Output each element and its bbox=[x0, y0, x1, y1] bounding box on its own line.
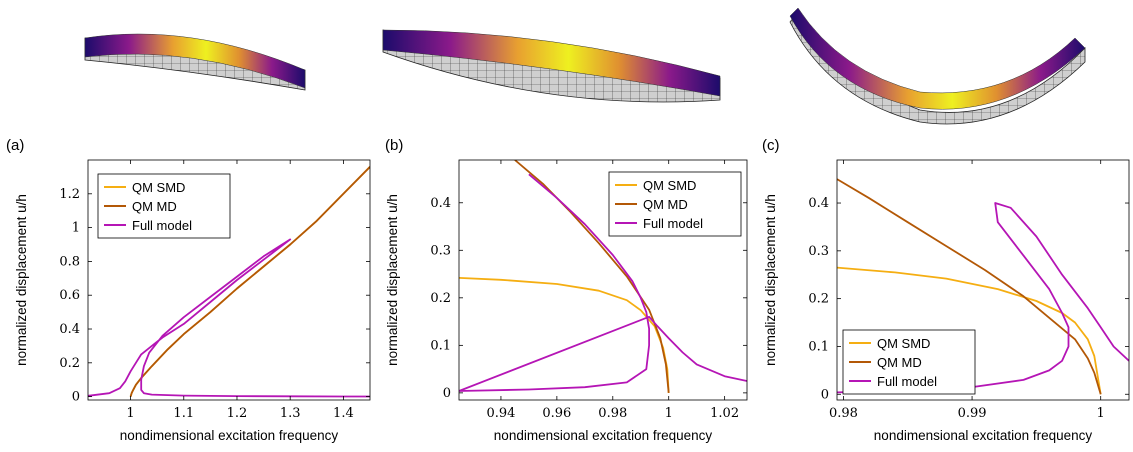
x-tick-label: 1 bbox=[126, 406, 134, 421]
legend-label: Full model bbox=[877, 374, 937, 389]
x-axis-label: nondimensional excitation frequency bbox=[120, 428, 339, 443]
series-line-2 bbox=[837, 178, 1102, 395]
y-tick-label: 0 bbox=[821, 387, 829, 402]
axes-frame bbox=[87, 159, 371, 401]
x-axis-label: nondimensional excitation frequency bbox=[874, 428, 1093, 443]
series-line-3 bbox=[837, 202, 1129, 394]
x-tick-label: 0.96 bbox=[542, 406, 571, 421]
x-tick-label: 1.3 bbox=[280, 406, 301, 421]
series-line-3 bbox=[88, 238, 370, 398]
legend-label: QM MD bbox=[877, 355, 922, 370]
y-tick-label: 0.2 bbox=[808, 292, 829, 307]
y-tick-label: 0.3 bbox=[808, 244, 829, 259]
chart-c: 0.98 0.99 1 0 0.1 0.2 0.3 0.4 nondimensional exc… bbox=[763, 159, 1130, 443]
y-tick-label: 0.4 bbox=[59, 322, 80, 337]
axes-frame bbox=[836, 159, 1130, 401]
y-tick-label: 0.3 bbox=[430, 243, 451, 258]
y-tick-label: 0.6 bbox=[59, 288, 80, 303]
beam-illustrations bbox=[84, 7, 1086, 125]
chart-b: 0.94 0.96 0.98 1 1.02 0 0.1 0.2 0.3 0.4 nondimensi… bbox=[385, 159, 748, 443]
beam-c bbox=[789, 7, 1086, 125]
y-tick-label: 0.4 bbox=[808, 196, 829, 211]
y-tick-label: 0.2 bbox=[430, 291, 451, 306]
legend: QM SMD QM MD Full model bbox=[842, 329, 976, 395]
legend-label: Full model bbox=[643, 216, 703, 231]
legend: QM SMD QM MD Full model bbox=[97, 173, 231, 239]
y-tick-label: 1.2 bbox=[59, 187, 80, 202]
x-tick-label: 1.4 bbox=[333, 406, 354, 421]
beam-b bbox=[382, 29, 721, 103]
axes-frame bbox=[458, 159, 748, 401]
x-tick-label: 1.02 bbox=[710, 406, 739, 421]
x-tick-label: 1.1 bbox=[173, 406, 194, 421]
x-tick-label: 0.98 bbox=[829, 406, 858, 421]
series-line-1 bbox=[837, 266, 1102, 395]
x-axis-label: nondimensional excitation frequency bbox=[494, 428, 713, 443]
y-tick-label: 0.8 bbox=[59, 254, 80, 269]
y-tick-label: 0.4 bbox=[430, 196, 451, 211]
x-tick-label: 0.99 bbox=[958, 406, 987, 421]
legend-label: Full model bbox=[132, 218, 192, 233]
legend-label: QM MD bbox=[132, 199, 177, 214]
series-line-3 bbox=[459, 173, 747, 392]
legend: QM SMD QM MD Full model bbox=[608, 171, 742, 237]
x-tick-label: 1.2 bbox=[227, 406, 248, 421]
x-tick-label: 1 bbox=[1097, 406, 1105, 421]
y-tick-label: 1 bbox=[72, 221, 80, 236]
legend-label: QM SMD bbox=[643, 178, 696, 193]
series-line-2 bbox=[129, 166, 370, 397]
panel-b-label: (b) bbox=[385, 137, 404, 154]
y-axis-label: normalized displacement u/h bbox=[763, 194, 778, 366]
panel-a-label: (a) bbox=[6, 137, 25, 154]
chart-a: 1 1.1 1.2 1.3 1.4 0 0.2 0.4 0.6 0.8 1 1.2 nondimensi… bbox=[14, 159, 371, 443]
y-axis-label: normalized displacement u/h bbox=[385, 194, 400, 366]
y-tick-label: 0.1 bbox=[808, 339, 829, 354]
x-tick-label: 0.94 bbox=[486, 406, 515, 421]
y-tick-label: 0.1 bbox=[430, 338, 451, 353]
y-tick-label: 0 bbox=[72, 390, 80, 405]
y-tick-label: 0.2 bbox=[59, 356, 80, 371]
y-tick-label: 0 bbox=[443, 386, 451, 401]
beam-a bbox=[84, 33, 306, 91]
x-tick-label: 1 bbox=[665, 406, 673, 421]
legend-label: QM SMD bbox=[132, 180, 185, 195]
legend-label: QM SMD bbox=[877, 336, 930, 351]
panel-c-label: (c) bbox=[762, 137, 780, 154]
x-tick-label: 0.98 bbox=[598, 406, 627, 421]
y-axis-label: normalized displacement u/h bbox=[14, 194, 29, 366]
legend-label: QM MD bbox=[643, 197, 688, 212]
